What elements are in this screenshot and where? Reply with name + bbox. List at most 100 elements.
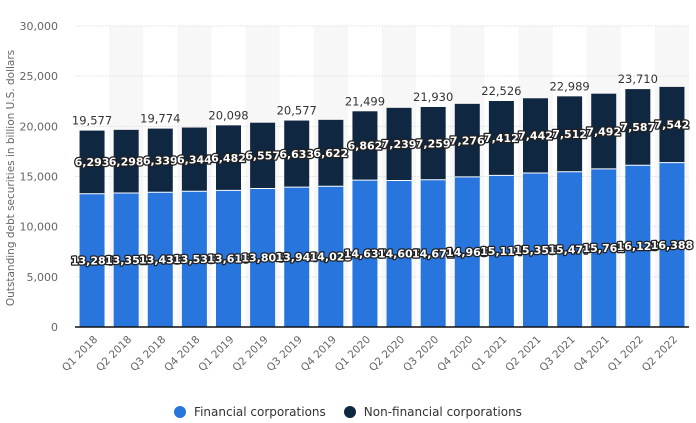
- bar-financial[interactable]: [113, 193, 139, 327]
- bar-non-financial[interactable]: [318, 119, 344, 187]
- bar-non-financial[interactable]: [557, 96, 583, 172]
- data-label-financial: 14,605: [378, 248, 420, 261]
- x-tick-label: Q1 2018: [60, 334, 100, 374]
- legend-label-financial: Financial corporations: [194, 405, 326, 419]
- y-axis-label: Outstanding debt securities in billion U…: [5, 50, 17, 306]
- legend-item-non-financial[interactable]: Non-financial corporations: [343, 405, 522, 419]
- y-tick-label: 30,000: [20, 20, 59, 33]
- x-tick-label: Q2 2021: [503, 334, 543, 374]
- x-tick-label: Q1 2022: [606, 334, 646, 374]
- bar-non-financial[interactable]: [625, 89, 651, 166]
- bar-non-financial[interactable]: [659, 86, 685, 163]
- data-label-financial: 13,351: [105, 254, 147, 267]
- bar-non-financial[interactable]: [250, 122, 276, 189]
- data-label-financial: 14,965: [446, 246, 488, 259]
- x-tick-label: Q4 2021: [572, 334, 612, 374]
- bar-non-financial[interactable]: [386, 107, 412, 181]
- data-label-non-financial: 6,293: [75, 156, 110, 169]
- x-tick-label: Q3 2020: [401, 334, 441, 374]
- data-label-financial: 14,671: [412, 247, 454, 260]
- bar-non-financial[interactable]: [523, 98, 548, 173]
- data-labels: 13,284 6,293 19,577 13,351 6,298 13,435 6,339 1…: [70, 72, 695, 269]
- y-tick-label: 5,000: [27, 271, 59, 284]
- bar-non-financial[interactable]: [79, 130, 105, 194]
- legend-dot-non-financial-icon: [343, 406, 356, 418]
- total-label: 20,577: [277, 104, 317, 118]
- data-label-financial: 13,535: [173, 253, 215, 266]
- data-label-financial: 15,762: [582, 242, 624, 255]
- data-label-non-financial: 6,633: [279, 148, 314, 161]
- data-label-financial: 15,477: [548, 243, 590, 256]
- legend: Financial corporations Non-financial cor…: [0, 405, 696, 419]
- bar-financial[interactable]: [625, 165, 651, 327]
- bar-financial[interactable]: [216, 190, 241, 327]
- legend-dot-financial-icon: [174, 406, 187, 418]
- total-label: 22,989: [549, 79, 589, 93]
- bar-financial[interactable]: [386, 180, 412, 327]
- y-tick-label: 25,000: [20, 70, 59, 83]
- legend-label-non-financial: Non-financial corporations: [363, 405, 522, 419]
- data-label-financial: 16,388: [651, 239, 693, 252]
- x-tick-label: Q2 2018: [94, 334, 134, 374]
- data-label-financial: 13,284: [71, 254, 114, 267]
- bar-non-financial[interactable]: [454, 103, 480, 177]
- x-tick-label: Q3 2018: [128, 334, 168, 374]
- data-label-non-financial: 7,542: [655, 119, 690, 132]
- bar-financial[interactable]: [488, 175, 514, 327]
- bar-non-financial[interactable]: [216, 125, 241, 191]
- x-tick-label: Q3 2021: [537, 334, 577, 374]
- y-tick-label: 15,000: [20, 171, 59, 184]
- x-tick-label: Q1 2020: [333, 334, 373, 374]
- x-tick-label: Q1 2021: [469, 334, 509, 374]
- x-tick-label: Q4 2019: [299, 334, 339, 374]
- data-label-non-financial: 7,512: [552, 128, 587, 141]
- data-label-financial: 13,435: [139, 254, 181, 267]
- bar-financial[interactable]: [181, 191, 207, 327]
- bar-financial[interactable]: [284, 187, 310, 327]
- data-label-non-financial: 6,298: [109, 155, 144, 168]
- bar-non-financial[interactable]: [420, 106, 446, 180]
- data-label-financial: 13,616: [207, 253, 250, 266]
- data-label-financial: 15,114: [480, 245, 523, 258]
- total-label: 23,710: [618, 72, 658, 86]
- bar-financial[interactable]: [420, 179, 446, 327]
- data-label-financial: 16,123: [617, 240, 659, 253]
- bar-non-financial[interactable]: [113, 129, 139, 194]
- x-tick-label: Q3 2019: [265, 334, 305, 374]
- bar-financial[interactable]: [79, 193, 105, 327]
- bar-non-financial[interactable]: [147, 128, 173, 193]
- bar-non-financial[interactable]: [284, 120, 310, 188]
- gridlines: [75, 25, 689, 278]
- data-label-non-financial: 7,587: [620, 121, 655, 134]
- bar-financial[interactable]: [557, 171, 583, 327]
- legend-item-financial[interactable]: Financial corporations: [174, 405, 326, 419]
- bar-financial[interactable]: [523, 172, 548, 327]
- total-label: 21,930: [413, 90, 453, 104]
- bar-financial[interactable]: [454, 176, 480, 327]
- bar-non-financial[interactable]: [181, 127, 207, 192]
- bar-financial[interactable]: [250, 188, 276, 327]
- total-label: 22,526: [481, 84, 521, 98]
- data-label-non-financial: 6,622: [313, 147, 348, 160]
- bar-financial[interactable]: [147, 192, 173, 327]
- bar-financial[interactable]: [591, 168, 617, 327]
- data-label-non-financial: 7,442: [518, 130, 553, 143]
- y-tick-label: 0: [51, 321, 58, 334]
- stacked-bar-chart: 0 5,000 10,000 15,000 20,000 25,000 30,000 Out…: [5, 20, 695, 374]
- bar-financial[interactable]: [352, 180, 378, 327]
- data-label-non-financial: 7,276: [450, 134, 485, 147]
- bars: [79, 86, 685, 327]
- bar-non-financial[interactable]: [591, 93, 617, 169]
- y-axis-ticks: 0 5,000 10,000 15,000 20,000 25,000 30,000: [20, 20, 59, 334]
- data-label-financial: 14,637: [344, 248, 386, 261]
- data-label-financial: 13,944: [275, 251, 318, 264]
- bar-non-financial[interactable]: [352, 111, 378, 181]
- data-label-non-financial: 6,557: [245, 150, 280, 163]
- x-tick-label: Q1 2019: [196, 334, 236, 374]
- bar-non-financial[interactable]: [488, 100, 514, 176]
- total-label: 20,098: [208, 108, 248, 122]
- y-tick-label: 20,000: [20, 120, 59, 133]
- bar-financial[interactable]: [659, 162, 685, 327]
- bar-financial[interactable]: [318, 186, 344, 327]
- data-label-financial: 13,804: [241, 252, 284, 265]
